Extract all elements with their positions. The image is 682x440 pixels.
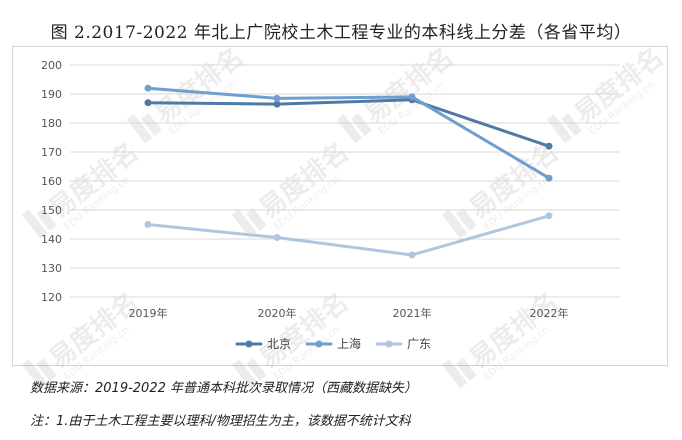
y-tick-label: 120	[41, 291, 62, 304]
legend-marker	[245, 340, 253, 348]
data-point	[545, 212, 553, 220]
watermark-bar	[231, 209, 258, 239]
data-source-note: 数据来源：2019-2022 年普通本科批次录取情况（西藏数据缺失）	[30, 381, 417, 396]
footnote: 注：1.由于土木工程主要以理科/物理招生为主，该数据不统计文科	[30, 414, 411, 429]
watermark-bar	[351, 113, 372, 137]
watermark-bar	[21, 209, 48, 239]
legend-label: 上海	[337, 336, 361, 351]
legend-marker	[315, 340, 323, 348]
y-tick-label: 180	[41, 117, 62, 130]
watermark-bar	[246, 358, 267, 382]
watermark-bar	[231, 359, 258, 389]
x-tick-label: 2021年	[393, 306, 432, 320]
watermark-bar	[246, 208, 267, 232]
legend-label: 广东	[407, 337, 431, 351]
legend-marker	[385, 340, 393, 348]
watermark-bar	[456, 208, 477, 232]
data-point	[545, 142, 553, 150]
data-point	[144, 221, 152, 228]
x-tick-label: 2020年	[258, 306, 297, 320]
x-tick-label: 2019年	[129, 306, 168, 320]
watermark-bar	[546, 114, 573, 144]
legend: 北京 上海 广东	[235, 336, 431, 351]
data-point	[144, 84, 152, 92]
watermark-bar	[21, 359, 48, 389]
watermark-bar	[36, 208, 57, 232]
watermark-bar	[36, 358, 57, 382]
chart-frame	[12, 46, 668, 366]
y-tick-label: 200	[41, 59, 62, 72]
data-point	[273, 100, 281, 108]
x-axis: 2019年 2020年 2021年 2022年	[129, 306, 569, 320]
watermark-bar	[456, 358, 477, 382]
grid-lines	[70, 64, 620, 298]
series-line	[146, 214, 551, 257]
data-point	[273, 94, 281, 102]
series-lines	[144, 84, 553, 259]
watermark-bar	[441, 359, 468, 389]
y-tick-label: 150	[41, 204, 62, 217]
data-point	[273, 234, 281, 242]
data-point	[408, 93, 416, 101]
series-line	[146, 86, 551, 180]
y-tick-label: 190	[41, 88, 62, 101]
data-point	[545, 174, 553, 182]
chart-title: 图 2.2017-2022 年北上广院校土木工程专业的本科线上分差（各省平均）	[50, 23, 632, 43]
data-point	[144, 99, 152, 107]
data-point	[408, 251, 416, 259]
watermark-bar	[126, 114, 153, 144]
watermark-bar	[441, 209, 468, 239]
watermark-bar	[141, 113, 162, 137]
y-tick-label: 140	[41, 233, 62, 246]
series-line	[146, 98, 551, 148]
watermark-bar	[561, 113, 582, 137]
legend-label: 北京	[267, 337, 291, 351]
y-tick-label: 170	[41, 146, 62, 159]
y-tick-label: 130	[41, 262, 62, 275]
y-tick-label: 160	[41, 175, 62, 188]
watermark-bar	[336, 114, 363, 144]
y-axis: 120 130 140 150 160 170 180 190 200	[41, 59, 62, 304]
x-tick-label: 2022年	[530, 306, 569, 320]
